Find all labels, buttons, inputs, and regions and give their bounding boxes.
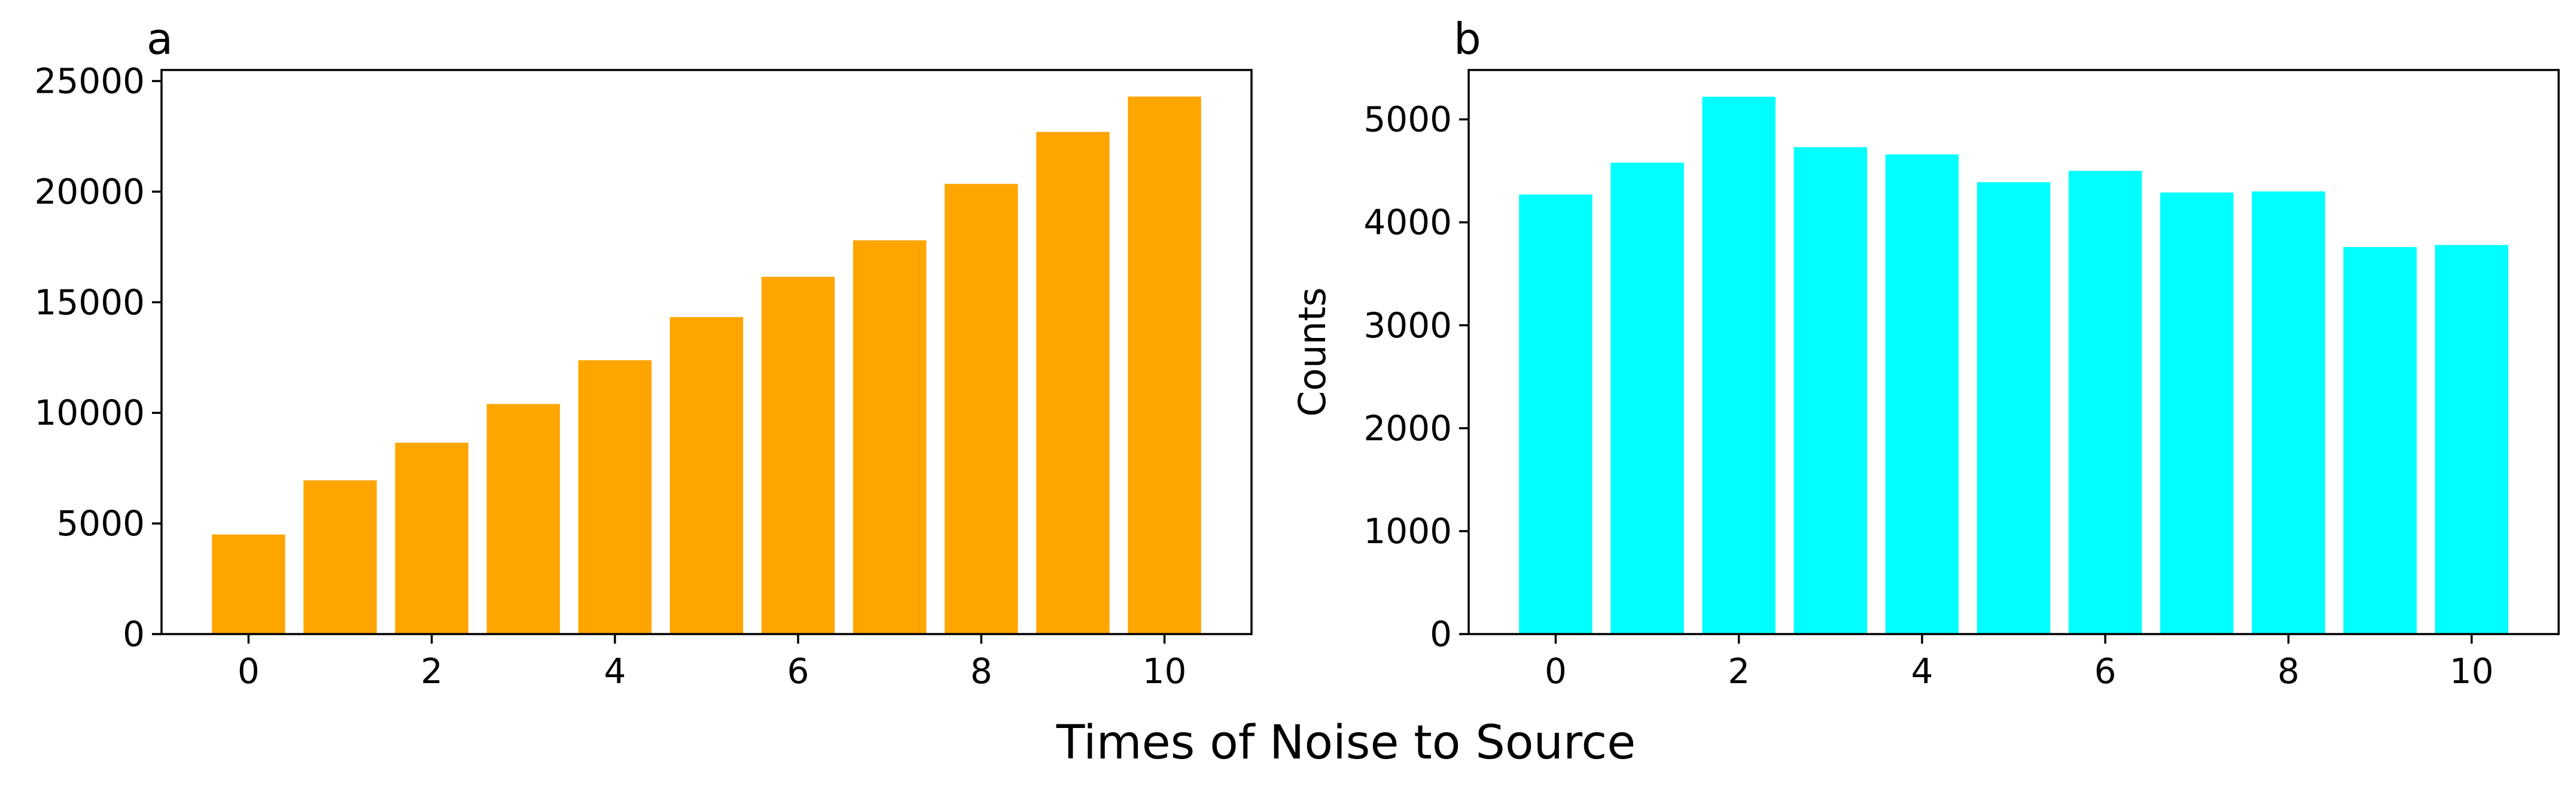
panel-b-y-tick-label-1000: 1000 — [1363, 511, 1452, 552]
panel-a-x-tick-label-4: 4 — [604, 651, 626, 691]
panel-a-bar-8 — [945, 184, 1018, 635]
panel-a-bar-6 — [761, 276, 835, 634]
panel-a-bar-2 — [395, 443, 468, 634]
panel-a-y-tick-label-0: 0 — [123, 614, 145, 654]
panel-b-bar-9 — [2343, 246, 2417, 634]
panel-a-y-tick-label-5000: 5000 — [56, 503, 145, 544]
panel-b-y-tick-label-5000: 5000 — [1363, 99, 1452, 140]
panel-a-bar-3 — [486, 404, 561, 634]
panel-b-bar-0 — [1519, 194, 1593, 634]
panel-a-y-tick-label-20000: 20000 — [34, 171, 145, 212]
panel-a-x-tick-label-0: 0 — [237, 651, 260, 691]
panel-b-y-tick-label-0: 0 — [1430, 614, 1452, 654]
panel-a-y-tick-label-15000: 15000 — [34, 282, 145, 322]
panel-b-bar-8 — [2252, 191, 2325, 634]
panel-b-bar-6 — [2068, 170, 2142, 634]
panel-b-x-tick-label-6: 6 — [2094, 651, 2117, 691]
panel-a-y-tick-label-10000: 10000 — [34, 392, 145, 433]
panel-a-bar-9 — [1036, 132, 1110, 634]
panel-a-x-tick-label-10: 10 — [1143, 651, 1187, 691]
panel-b-bar-5 — [1977, 182, 2051, 634]
panel-b-y-axis-label: Counts — [1290, 287, 1334, 416]
panel-b-x-tick-label-10: 10 — [2450, 651, 2494, 691]
panel-a-x-tick-label-2: 2 — [421, 651, 443, 691]
panel-b-x-tick-label-4: 4 — [1911, 651, 1933, 691]
panel-a-bar-1 — [303, 480, 377, 634]
panel-a-axes-frame — [160, 69, 1253, 635]
panel-a-label: a — [147, 14, 173, 64]
panel-a-bar-10 — [1128, 96, 1201, 634]
panel-b-bar-3 — [1794, 147, 1868, 634]
panel-b-bar-2 — [1702, 96, 1776, 635]
panel-a-bar-7 — [852, 240, 927, 634]
panel-b-bar-10 — [2435, 245, 2508, 634]
panel-b-bar-7 — [2160, 192, 2234, 635]
panel-a-x-tick-label-8: 8 — [970, 651, 992, 691]
panel-a-x-tick-label-6: 6 — [787, 651, 809, 691]
panel-b-x-tick-label-8: 8 — [2277, 651, 2300, 691]
panel-b-label: b — [1454, 14, 1481, 64]
panel-b-bar-1 — [1610, 162, 1684, 634]
panel-b-axes-frame — [1467, 69, 2560, 635]
panel-a-bar-4 — [578, 360, 652, 634]
panel-b-x-tick-label-0: 0 — [1545, 651, 1567, 691]
figure-x-axis-label: Times of Noise to Source — [1056, 716, 1636, 770]
panel-b-y-tick-label-2000: 2000 — [1363, 408, 1452, 449]
panel-b-y-tick-label-3000: 3000 — [1363, 305, 1452, 346]
panel-a-bar-5 — [669, 317, 744, 634]
panel-b-y-tick-label-4000: 4000 — [1363, 202, 1452, 243]
panel-b-bar-4 — [1885, 154, 1959, 634]
panel-b-x-tick-label-2: 2 — [1728, 651, 1750, 691]
panel-a-bar-0 — [212, 534, 285, 634]
panel-a-y-tick-label-25000: 25000 — [34, 60, 145, 101]
